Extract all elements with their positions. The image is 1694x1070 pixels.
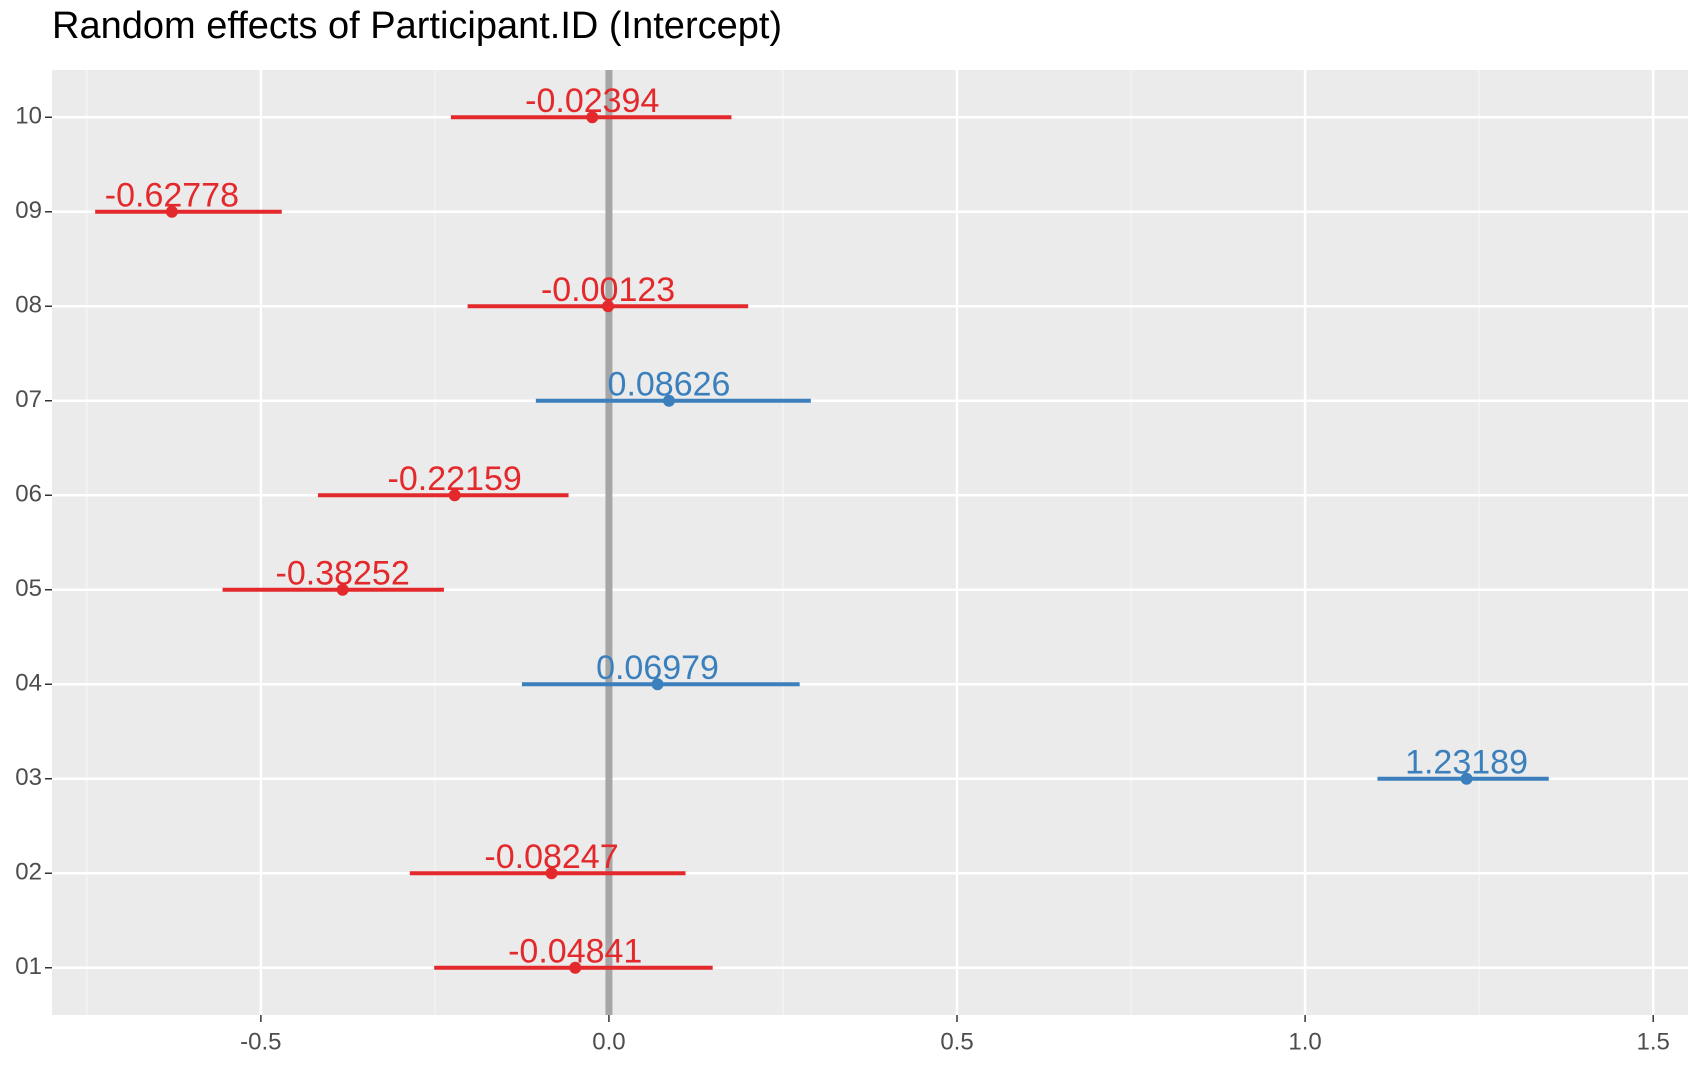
x-tick-label: 1.0 (1288, 1028, 1321, 1055)
value-label: -0.38252 (276, 555, 410, 593)
plot-panel (52, 70, 1688, 1015)
x-tick-label: 1.5 (1637, 1028, 1670, 1055)
y-tick-label: 03 (15, 764, 42, 791)
point (569, 961, 582, 974)
value-label: -0.62778 (105, 177, 239, 215)
x-tick-label: 0.5 (940, 1028, 973, 1055)
point (586, 111, 599, 124)
value-label: -0.04841 (508, 933, 642, 971)
y-tick-label: 10 (15, 103, 42, 130)
value-label: -0.22159 (388, 460, 522, 498)
y-tick-label: 06 (15, 481, 42, 508)
value-label: -0.08247 (484, 838, 618, 876)
y-tick-label: 05 (15, 575, 42, 602)
y-tick-label: 07 (15, 386, 42, 413)
point (602, 300, 615, 313)
y-tick-label: 08 (15, 292, 42, 319)
point (336, 583, 349, 596)
value-label: -0.00123 (541, 271, 675, 309)
x-tick-label: -0.5 (240, 1028, 281, 1055)
y-tick-label: 02 (15, 859, 42, 886)
point (448, 489, 461, 502)
point (165, 205, 178, 218)
point (662, 394, 675, 407)
value-label: 0.08626 (608, 366, 731, 404)
x-tick-label: 0.0 (592, 1028, 625, 1055)
y-tick-label: 01 (15, 953, 42, 980)
value-label: -0.02394 (525, 82, 659, 120)
y-tick-label: 09 (15, 197, 42, 224)
point (1460, 772, 1473, 785)
point (651, 678, 664, 691)
point (545, 867, 558, 880)
value-label: 1.23189 (1405, 744, 1528, 782)
value-label: 0.06979 (596, 649, 719, 687)
y-tick-label: 04 (15, 670, 42, 697)
chart-title: Random effects of Participant.ID (Interc… (52, 5, 782, 47)
